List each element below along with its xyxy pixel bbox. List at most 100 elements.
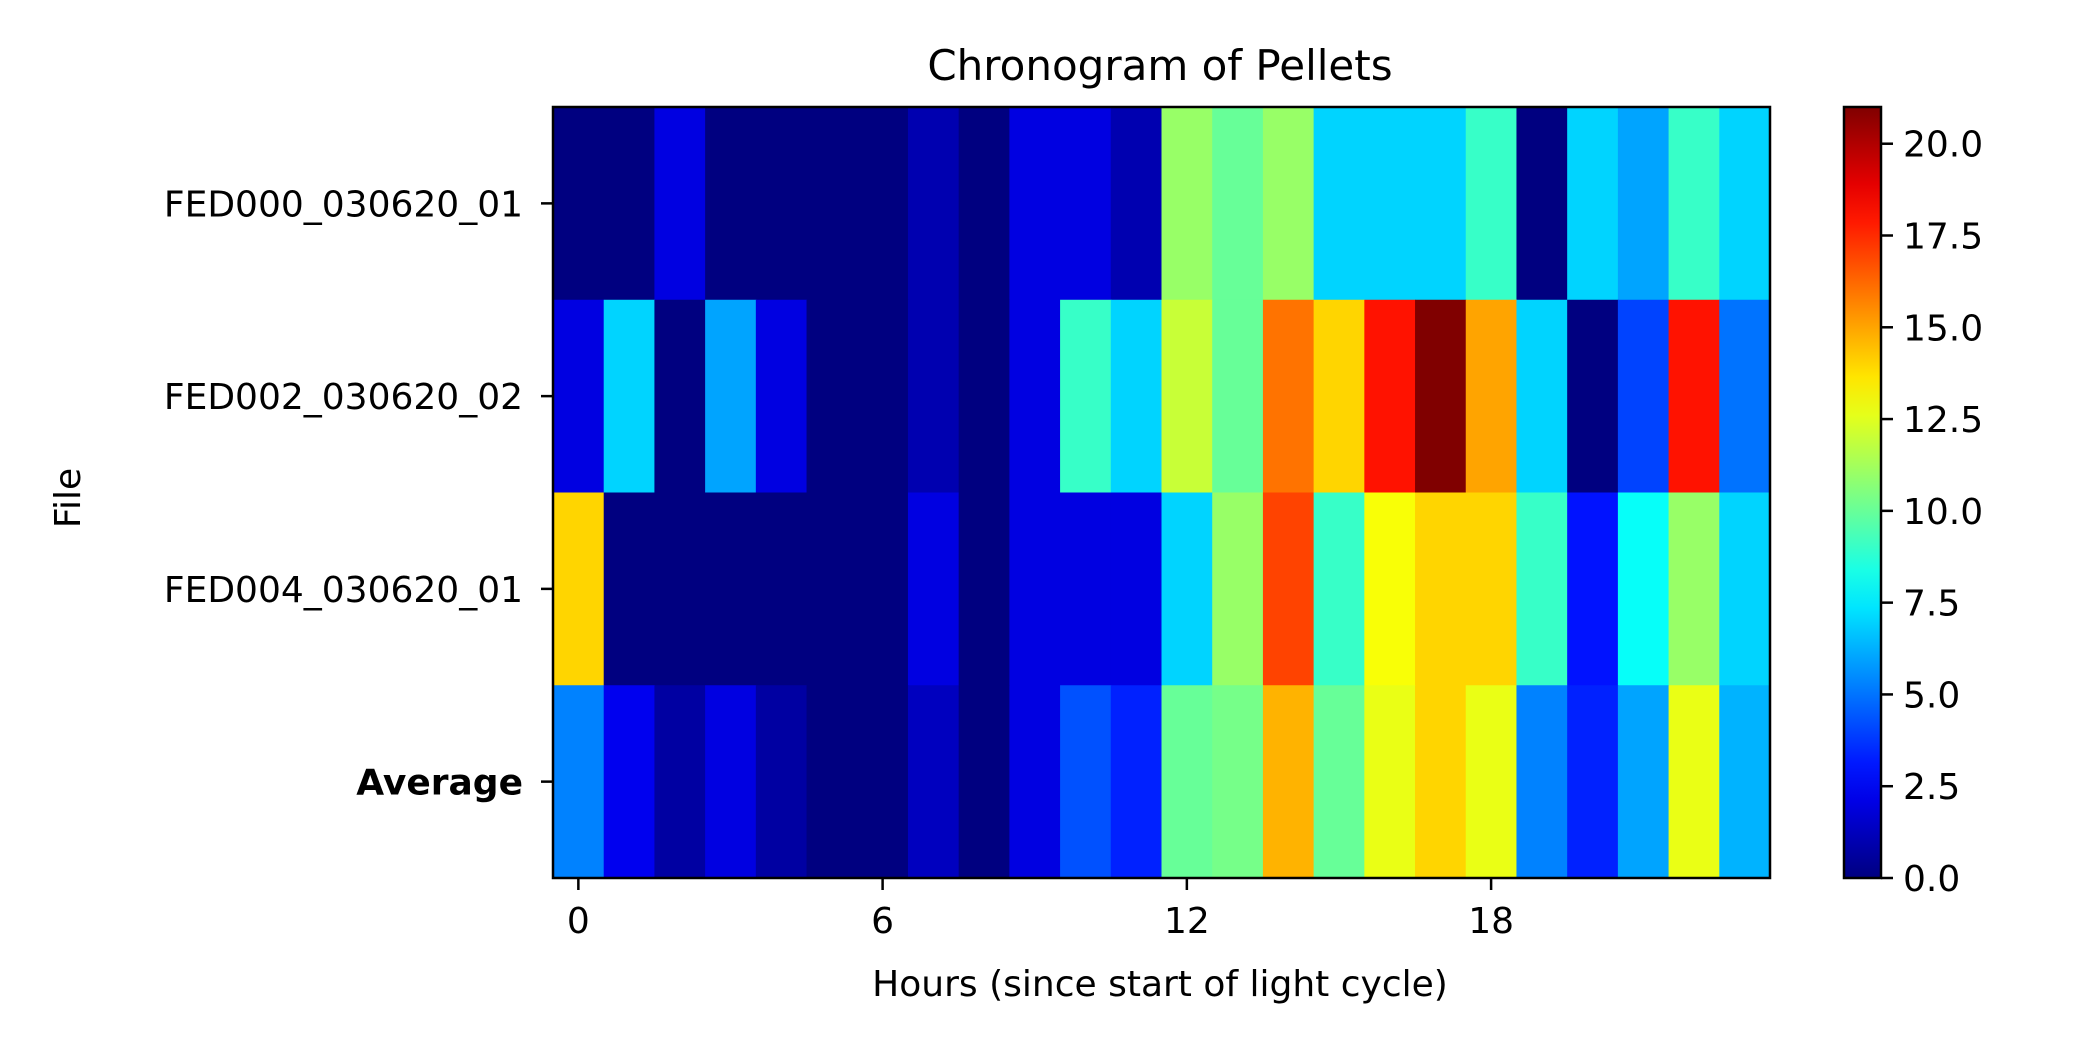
heatmap-cell <box>654 299 706 494</box>
heatmap-cell <box>1516 299 1568 494</box>
heatmap-cell <box>1212 492 1264 686</box>
heatmap-cell <box>705 685 757 879</box>
heatmap-cell <box>1617 492 1670 686</box>
heatmap-cell <box>1465 492 1518 686</box>
heatmap-cell <box>1668 107 1720 301</box>
x-axis-label: Hours (since start of light cycle) <box>872 964 1448 1005</box>
colorbar-tick-label: 10.0 <box>1903 492 1983 533</box>
heatmap-cell <box>857 107 909 301</box>
heatmap-cell <box>603 492 656 686</box>
heatmap-cell <box>1262 685 1315 879</box>
heatmap-cell <box>1262 107 1315 301</box>
y-tick-label: FED002_030620_02 <box>164 377 523 418</box>
heatmap-cell <box>1161 492 1213 686</box>
heatmap-cell <box>654 107 706 301</box>
colorbar-tick-label: 0.0 <box>1903 859 1960 900</box>
colorbar-tick-label: 20.0 <box>1903 125 1983 166</box>
heatmap-cell <box>1668 492 1720 686</box>
heatmap-cell <box>755 107 808 301</box>
heatmap-cell <box>1262 492 1315 686</box>
heatmap-cell <box>1009 685 1061 879</box>
heatmap-cell <box>603 299 656 494</box>
heatmap-cell <box>755 299 808 494</box>
heatmap-cell <box>1465 685 1518 879</box>
y-tick-label: FED004_030620_01 <box>164 570 523 611</box>
heatmap-cell <box>1161 299 1213 494</box>
heatmap-cell <box>1009 299 1061 494</box>
heatmap-cell <box>1313 492 1365 686</box>
heatmap-cell <box>755 492 808 686</box>
colorbar-tick-label: 2.5 <box>1903 767 1960 808</box>
heatmap-cell <box>1313 299 1365 494</box>
heatmap-cell <box>806 107 858 301</box>
heatmap-cell <box>1415 685 1467 879</box>
colorbar-tick-label: 15.0 <box>1903 308 1983 349</box>
heatmap-cell <box>1110 685 1163 879</box>
heatmap-cell <box>1668 685 1720 879</box>
heatmap-cell <box>553 492 605 686</box>
heatmap-cell <box>907 299 960 494</box>
heatmap-cell <box>1212 107 1264 301</box>
heatmap-cell <box>654 685 706 879</box>
heatmap-cell <box>1415 107 1467 301</box>
heatmap-cell <box>1060 685 1112 879</box>
heatmap-cell <box>1313 685 1365 879</box>
y-tick-label: Average <box>356 763 523 804</box>
heatmap-cell <box>553 685 605 879</box>
heatmap-cell <box>806 299 858 494</box>
heatmap-cell <box>1364 107 1416 301</box>
heatmap-cell <box>1415 299 1467 494</box>
heatmap-cell <box>1719 492 1771 686</box>
heatmap-cell <box>1009 492 1061 686</box>
heatmap-cell <box>1060 107 1112 301</box>
heatmap-cell <box>1415 492 1467 686</box>
heatmap-cell <box>857 685 909 879</box>
heatmap-cell <box>1313 107 1365 301</box>
heatmap-cell <box>1262 299 1315 494</box>
heatmap-cell <box>705 107 757 301</box>
colorbar-tick-label: 7.5 <box>1903 584 1960 625</box>
heatmap-cell <box>1567 492 1619 686</box>
heatmap-cell <box>1110 492 1163 686</box>
heatmap-cell <box>603 685 656 879</box>
heatmap-cell <box>1060 299 1112 494</box>
heatmap-cell <box>1516 107 1568 301</box>
x-tick-label: 18 <box>1468 901 1514 942</box>
heatmap-cell <box>705 492 757 686</box>
x-axis-ticks: 0 6 12 18 <box>567 878 1514 942</box>
x-tick-label: 6 <box>871 901 894 942</box>
y-axis-ticks: FED000_030620_01 FED002_030620_02 FED004_0… <box>164 184 553 804</box>
heatmap-cell <box>553 299 605 494</box>
heatmap-cell <box>553 107 605 301</box>
heatmap-cell <box>1567 299 1619 494</box>
heatmap-cell <box>654 492 706 686</box>
heatmap-cells <box>553 107 1771 879</box>
colorbar-gradient <box>1842 105 1883 880</box>
colorbar-tick-label: 5.0 <box>1903 675 1960 716</box>
y-tick-label: FED000_030620_01 <box>164 184 523 225</box>
heatmap-cell <box>1161 685 1213 879</box>
heatmap-cell <box>1516 492 1568 686</box>
heatmap-cell <box>705 299 757 494</box>
y-axis-label: File <box>48 468 89 528</box>
heatmap-cell <box>1212 299 1264 494</box>
heatmap-cell <box>1719 685 1771 879</box>
heatmap-cell <box>958 299 1010 494</box>
heatmap-cell <box>1617 299 1670 494</box>
heatmap-cell <box>1009 107 1061 301</box>
colorbar-tick-label: 17.5 <box>1903 217 1983 258</box>
heatmap-cell <box>1110 107 1163 301</box>
heatmap-cell <box>1110 299 1163 494</box>
heatmap-cell <box>857 299 909 494</box>
heatmap-cell <box>1364 299 1416 494</box>
heatmap-cell <box>958 492 1010 686</box>
heatmap-cell <box>907 492 960 686</box>
colorbar-tick-label: 12.5 <box>1903 400 1983 441</box>
heatmap-cell <box>603 107 656 301</box>
heatmap-cell <box>857 492 909 686</box>
x-tick-label: 12 <box>1164 901 1210 942</box>
x-tick-label: 0 <box>567 901 590 942</box>
heatmap-cell <box>1465 107 1518 301</box>
heatmap-cell <box>1364 685 1416 879</box>
